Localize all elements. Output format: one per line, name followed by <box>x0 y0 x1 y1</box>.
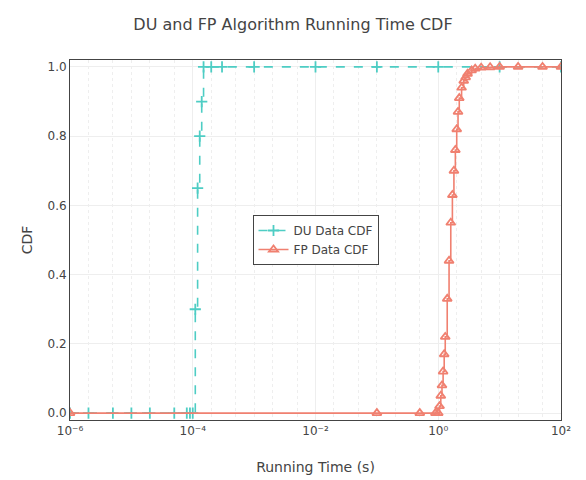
svg-text:10⁻⁴: 10⁻⁴ <box>180 424 207 438</box>
svg-text:0.6: 0.6 <box>48 199 67 213</box>
svg-text:10⁻⁶: 10⁻⁶ <box>57 424 84 438</box>
svg-text:10⁻²: 10⁻² <box>302 424 329 438</box>
svg-text:0.0: 0.0 <box>48 406 67 420</box>
svg-text:10²: 10² <box>551 424 571 438</box>
svg-text:10⁰: 10⁰ <box>428 424 448 438</box>
svg-text:DU Data CDF: DU Data CDF <box>294 224 373 238</box>
svg-text:FP Data CDF: FP Data CDF <box>294 243 369 257</box>
svg-text:1.0: 1.0 <box>48 60 67 74</box>
svg-text:0.2: 0.2 <box>48 337 67 351</box>
svg-text:CDF: CDF <box>19 226 35 255</box>
svg-text:DU and FP Algorithm Running Ti: DU and FP Algorithm Running Time CDF <box>133 15 452 34</box>
svg-text:0.8: 0.8 <box>48 129 67 143</box>
svg-text:Running Time (s): Running Time (s) <box>256 459 375 475</box>
svg-text:0.4: 0.4 <box>48 268 67 282</box>
